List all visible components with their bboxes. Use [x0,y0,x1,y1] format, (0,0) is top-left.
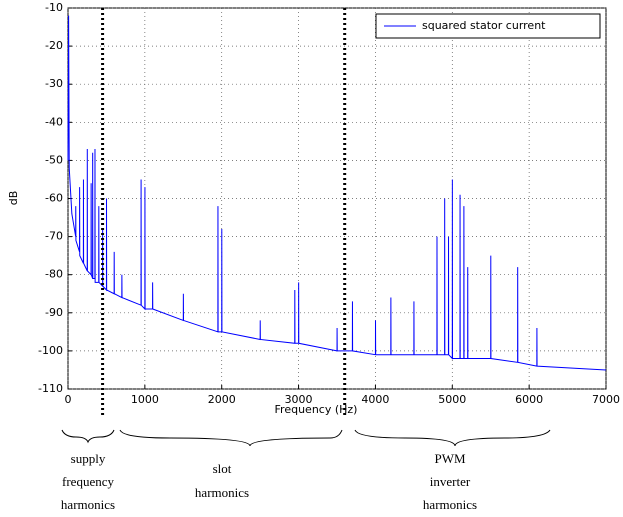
x-tick-label: 7000 [592,393,620,406]
x-tick-label: 0 [65,393,72,406]
legend-box [375,13,601,39]
x-tick-label: 3000 [285,393,313,406]
y-tick-label: -20 [45,39,63,52]
annotation: PWM [434,451,466,466]
y-tick-label: -60 [45,192,63,205]
brace [354,429,551,447]
y-tick-label: -70 [45,230,63,243]
y-tick-label: -100 [38,344,63,357]
x-tick-label: 4000 [361,393,389,406]
data-line [67,15,607,371]
x-axis-label: Frequency (Hz) [275,403,358,416]
y-tick-label: -40 [45,115,63,128]
annotation: harmonics [61,497,115,512]
annotation: supply [71,451,106,466]
legend-label: squared stator current [422,19,546,32]
y-tick-label: -50 [45,153,63,166]
y-tick-label: -10 [45,1,63,14]
annotation: inverter [430,474,471,489]
annotation: harmonics [195,485,249,500]
y-axis-label: dB [7,191,20,206]
y-tick-label: -90 [45,306,63,319]
brace [61,429,115,444]
x-tick-label: 6000 [515,393,543,406]
x-tick-label: 5000 [438,393,466,406]
annotation: frequency [62,474,114,489]
y-tick-label: -30 [45,77,63,90]
y-tick-label: -80 [45,268,63,281]
y-tick-label: -110 [38,382,63,395]
x-tick-label: 1000 [131,393,159,406]
annotation: harmonics [423,497,477,512]
brace [119,429,343,447]
x-tick-label: 2000 [208,393,236,406]
annotation: slot [213,461,232,476]
